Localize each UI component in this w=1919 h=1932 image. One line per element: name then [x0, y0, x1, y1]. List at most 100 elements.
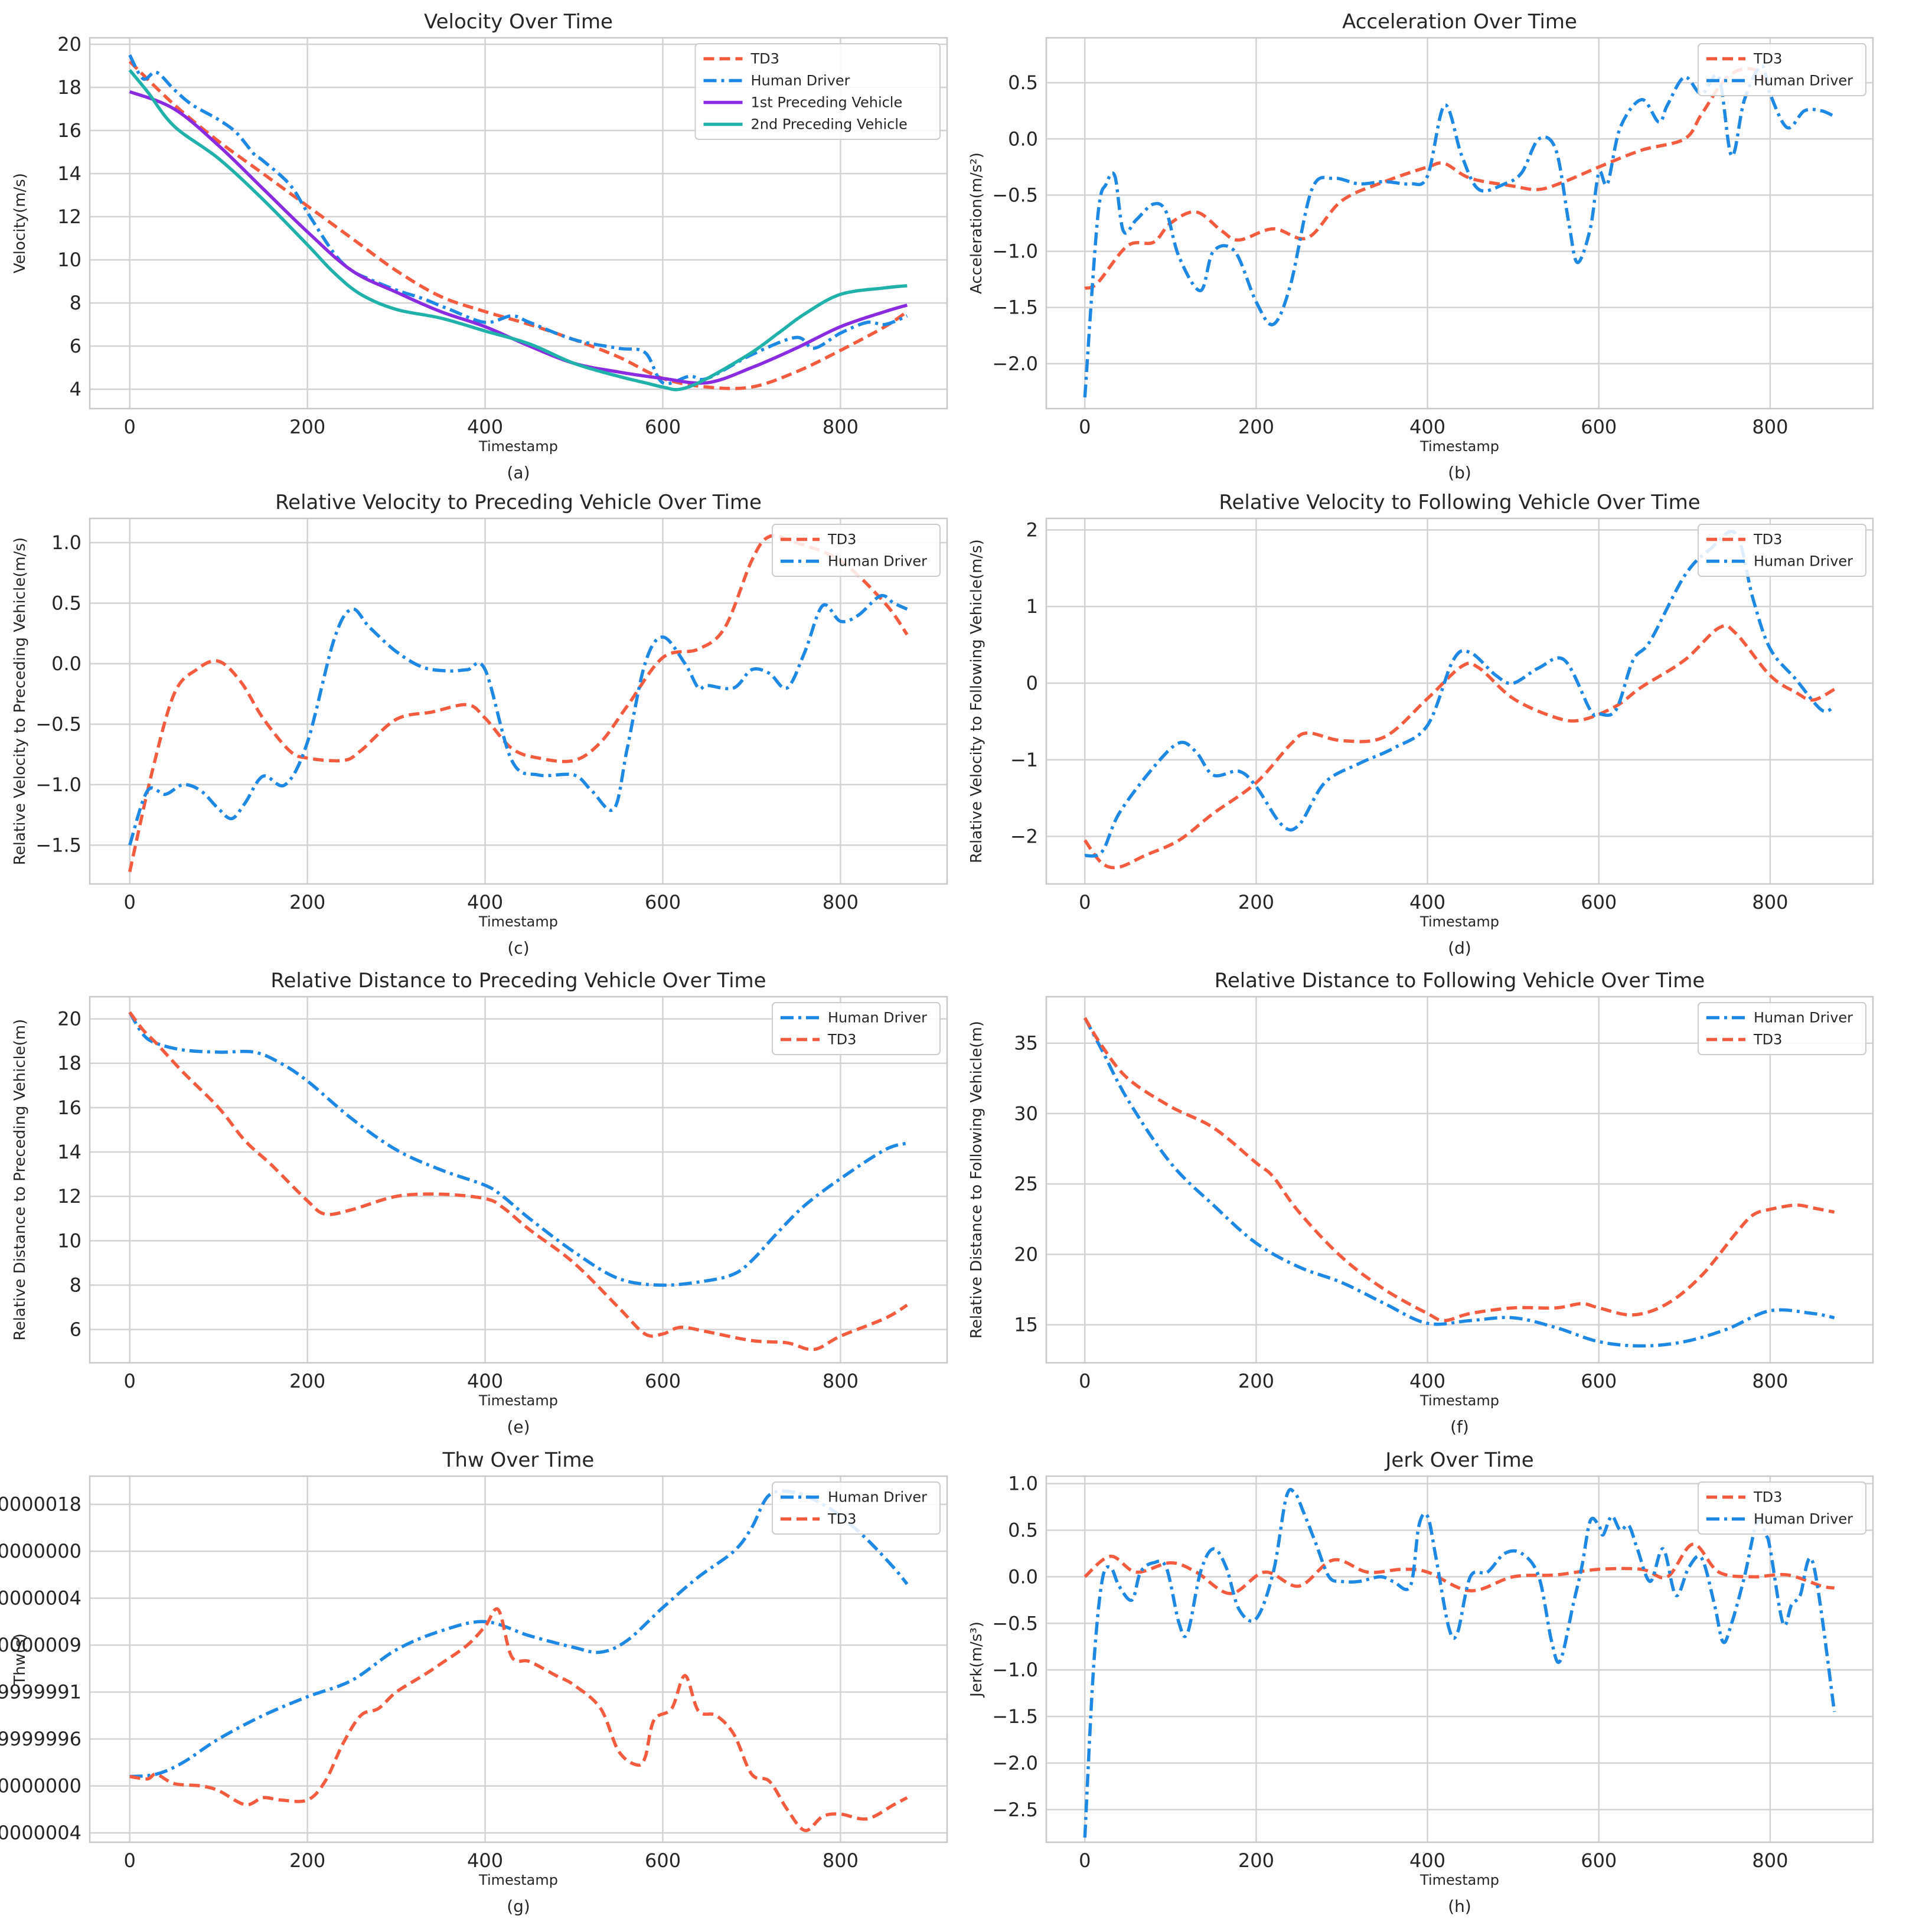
series-line [1083, 64, 1835, 398]
legend-box [1698, 524, 1866, 577]
x-tick-label: 600 [1581, 416, 1617, 438]
x-tick-label: 800 [1752, 891, 1788, 913]
x-tick-label: 0 [124, 1849, 136, 1872]
x-axis-label: Timestamp [478, 1392, 558, 1409]
series-line [128, 1011, 908, 1287]
y-axis-label: Relative Distance to Following Vehicle(m… [968, 1021, 985, 1339]
y-tick-label: 14 [57, 162, 81, 185]
y-tick-label: 2 [1026, 518, 1038, 541]
x-axis-label: Timestamp [478, 1872, 558, 1888]
chart-title: Jerk Over Time [1384, 1448, 1533, 1472]
x-tick-label: 200 [289, 1849, 325, 1872]
chart-title: Velocity Over Time [424, 10, 613, 34]
legend-label: Human Driver [1754, 73, 1853, 89]
y-tick-label: 8 [70, 1274, 81, 1296]
y-tick-label: 1 [1026, 595, 1038, 618]
y-tick-label: 10 [57, 1229, 81, 1252]
x-tick-label: 200 [1238, 1849, 1274, 1872]
y-tick-label: −2.0 [992, 1752, 1038, 1774]
legend-label: Human Driver [751, 73, 850, 89]
x-tick-label: 200 [289, 891, 325, 913]
legend-box [1698, 1002, 1866, 1055]
legend-label: TD3 [750, 51, 779, 67]
y-tick-label: 0 [1026, 672, 1038, 694]
y-axis-label: Relative Velocity to Following Vehicle(m… [968, 539, 985, 863]
y-tick-label: 0.80000000000000004 [0, 1822, 81, 1844]
series-line [129, 1607, 908, 1832]
x-tick-label: 0 [124, 416, 136, 438]
panel-caption: (h) [1448, 1897, 1471, 1916]
y-tick-label: 0.5 [1008, 71, 1038, 94]
x-tick-label: 200 [1238, 416, 1274, 438]
panel-b: 0 200 400 600 800 −2.0 −1.5 −1.0 −0.5 0.0 0.5 Accel… [968, 10, 1874, 482]
y-tick-label: −2 [1010, 825, 1038, 848]
y-tick-label: 4 [70, 378, 81, 400]
legend-label: TD3 [1753, 51, 1782, 67]
series-line [1083, 1017, 1835, 1348]
x-tick-label: 600 [645, 1370, 681, 1392]
y-tick-label: 35 [1014, 1032, 1038, 1055]
legend-label: Human Driver [1754, 553, 1853, 570]
legend-box [772, 524, 941, 577]
legend-label: Human Driver [1754, 1511, 1853, 1528]
panel-d: 0 200 400 600 800 −2 −1 0 1 2 Relative Velocity to… [968, 491, 1874, 958]
y-tick-label: 1.80000000000000004 [0, 1587, 81, 1610]
panel-caption: (g) [507, 1897, 530, 1916]
plot-frame [89, 996, 948, 1364]
legend: TD3 Human Driver [772, 524, 941, 577]
x-tick-label: 800 [823, 1849, 859, 1872]
y-tick-label: 0.0 [51, 652, 81, 675]
legend: TD3 Human Driver 1st Preceding Vehicle 2nd … [694, 43, 941, 140]
y-tick-label: −1.5 [992, 1705, 1038, 1728]
legend-label: 1st Preceding Vehicle [751, 94, 903, 111]
y-tick-label: −0.5 [992, 184, 1038, 206]
panel-caption: (b) [1448, 463, 1471, 482]
y-tick-label: 16 [57, 1096, 81, 1119]
plot-frame [1045, 37, 1874, 410]
x-tick-label: 400 [467, 891, 503, 913]
y-tick-label: 1.60000000000000009 [0, 1634, 81, 1656]
series-line [128, 534, 909, 873]
y-tick-label: −1 [1010, 749, 1038, 771]
chart-title: Acceleration Over Time [1342, 10, 1577, 34]
y-tick-label: 2.20000000000000018 [0, 1493, 81, 1516]
y-tick-label: 8 [70, 292, 81, 314]
y-tick-label: 0.5 [51, 592, 81, 614]
y-tick-label: 1.00000000000000000 [0, 1775, 81, 1797]
legend: Human Driver TD3 [1698, 1002, 1866, 1055]
x-tick-label: 0 [1079, 1370, 1091, 1392]
legend-label: TD3 [827, 531, 856, 548]
legend-box [772, 1481, 941, 1535]
y-axis-label: Relative Distance to Preceding Vehicle(m… [11, 1019, 29, 1341]
legend-label: TD3 [827, 1032, 856, 1048]
x-tick-label: 0 [124, 891, 136, 913]
y-tick-label: 6 [70, 335, 81, 357]
legend-box [1698, 43, 1866, 96]
y-tick-label: 20 [1014, 1243, 1038, 1265]
panel-caption: (a) [507, 463, 530, 482]
x-tick-label: 400 [1409, 416, 1445, 438]
y-tick-label: −1.5 [35, 834, 81, 856]
x-axis-label: Timestamp [478, 438, 558, 455]
x-tick-label: 0 [124, 1370, 136, 1392]
panel-g: 0 200 400 600 800 0.80000000000000004 1.000000… [0, 1448, 948, 1916]
y-tick-label: 1.39999999999999991 [0, 1681, 81, 1703]
series-line [128, 1011, 908, 1352]
plot-frame [1045, 1475, 1874, 1843]
panel-caption: (d) [1448, 938, 1471, 958]
legend-box [1698, 1481, 1866, 1535]
series-line [1083, 1542, 1835, 1595]
series-line [128, 54, 908, 386]
legend-label: Human Driver [828, 553, 927, 570]
y-tick-label: −1.0 [992, 240, 1038, 263]
x-axis-label: Timestamp [478, 913, 558, 930]
y-axis-label: Velocity(m/s) [11, 173, 29, 273]
y-tick-label: 15 [1014, 1314, 1038, 1336]
y-tick-label: 0.5 [1008, 1519, 1038, 1542]
x-tick-label: 400 [467, 1849, 503, 1872]
series-line [1083, 1017, 1835, 1323]
y-tick-label: 12 [57, 1185, 81, 1208]
x-tick-label: 800 [823, 891, 859, 913]
legend-label: TD3 [1753, 1489, 1782, 1506]
legend-label: TD3 [827, 1511, 856, 1528]
